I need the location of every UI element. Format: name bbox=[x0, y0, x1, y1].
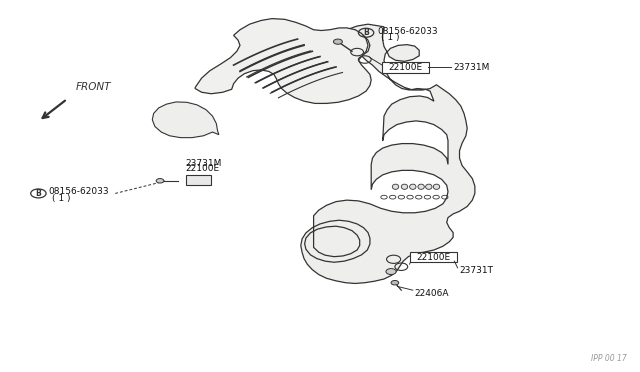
Text: B: B bbox=[36, 189, 41, 198]
Polygon shape bbox=[301, 24, 475, 283]
Text: ( 1 ): ( 1 ) bbox=[52, 194, 71, 203]
Text: 23731M: 23731M bbox=[453, 63, 490, 72]
Ellipse shape bbox=[410, 184, 416, 189]
Text: FRONT: FRONT bbox=[76, 82, 111, 92]
Ellipse shape bbox=[401, 184, 408, 189]
FancyBboxPatch shape bbox=[382, 62, 429, 73]
FancyBboxPatch shape bbox=[410, 252, 457, 262]
Text: 22100E: 22100E bbox=[388, 63, 423, 72]
Text: B: B bbox=[364, 28, 369, 37]
Circle shape bbox=[386, 269, 396, 275]
Text: 23731T: 23731T bbox=[460, 266, 493, 275]
Text: 23731M: 23731M bbox=[186, 159, 222, 168]
Text: 22100E: 22100E bbox=[416, 253, 451, 262]
Bar bbox=[186, 175, 211, 185]
Text: 08156-62033: 08156-62033 bbox=[49, 187, 109, 196]
Circle shape bbox=[333, 39, 342, 44]
Circle shape bbox=[156, 179, 164, 183]
Text: 22100E: 22100E bbox=[186, 164, 220, 173]
Text: ( 1 ): ( 1 ) bbox=[381, 33, 400, 42]
Text: IPP 00 17: IPP 00 17 bbox=[591, 354, 627, 363]
Polygon shape bbox=[152, 102, 219, 138]
Circle shape bbox=[391, 280, 399, 285]
Text: 22406A: 22406A bbox=[415, 289, 449, 298]
Ellipse shape bbox=[392, 184, 399, 189]
Ellipse shape bbox=[433, 184, 440, 189]
Polygon shape bbox=[195, 19, 371, 103]
Text: 08156-62033: 08156-62033 bbox=[378, 27, 438, 36]
Ellipse shape bbox=[426, 184, 432, 189]
Ellipse shape bbox=[418, 184, 424, 189]
